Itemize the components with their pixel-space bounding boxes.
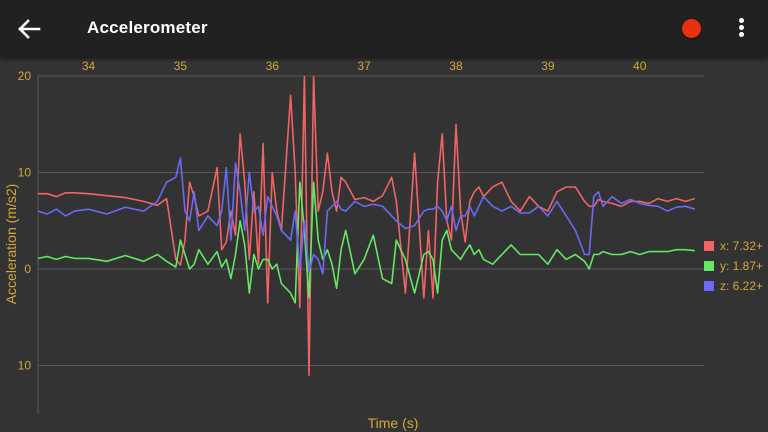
x-tick-label: 38 [449, 59, 463, 73]
legend-item-x: x: 7.32+ [704, 236, 763, 256]
chart-grid [37, 75, 704, 414]
series-line-x [38, 76, 696, 377]
more-vertical-icon[interactable] [734, 16, 748, 42]
y-tick-label: 10 [18, 359, 32, 373]
legend-item-z: z: 6.22+ [704, 276, 763, 296]
page-title: Accelerometer [87, 18, 208, 37]
record-button[interactable] [682, 19, 701, 38]
x-tick-label: 39 [541, 59, 555, 73]
y-tick-label: 0 [24, 262, 31, 276]
x-tick-label: 40 [633, 59, 647, 73]
legend-swatch-z [704, 281, 714, 291]
x-axis-ticks: 34 35 36 37 38 39 40 [82, 59, 647, 73]
y-tick-label: 10 [18, 166, 32, 180]
x-tick-label: 34 [82, 59, 96, 73]
y-tick-label: 20 [18, 69, 32, 83]
chart-series [38, 76, 696, 377]
legend-swatch-x [704, 241, 714, 251]
arrow-left-icon[interactable] [14, 14, 44, 44]
series-line-y [38, 181, 695, 304]
legend-item-y: y: 1.87+ [704, 256, 763, 276]
chart-legend: x: 7.32+ y: 1.87+ z: 6.22+ [704, 236, 763, 296]
x-tick-label: 35 [174, 59, 188, 73]
app-bar: Accelerometer [0, 0, 768, 57]
x-axis-title: Time (s) [368, 415, 419, 431]
legend-swatch-y [704, 261, 714, 271]
y-axis-title: Acceleration (m/s2) [3, 184, 19, 305]
x-tick-label: 37 [357, 59, 371, 73]
legend-label-x: x: 7.32+ [720, 239, 764, 253]
series-line-z [38, 157, 696, 275]
y-axis-ticks: 20 10 0 10 [18, 69, 32, 373]
legend-label-z: z: 6.22+ [720, 279, 764, 293]
legend-label-y: y: 1.87+ [720, 259, 764, 273]
x-tick-label: 36 [266, 59, 280, 73]
